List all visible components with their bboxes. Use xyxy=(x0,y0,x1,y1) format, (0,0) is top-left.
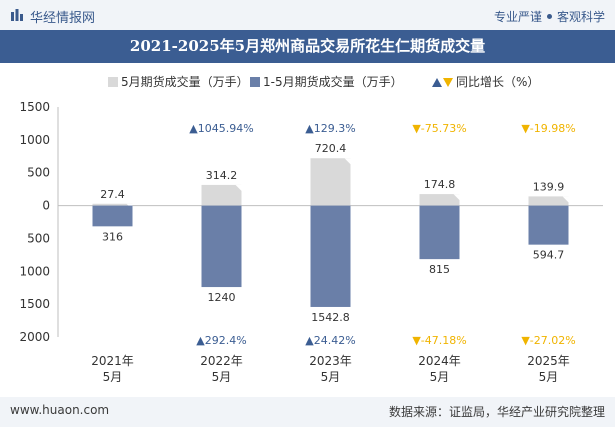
yoy-monthly: ▼-75.73% xyxy=(412,122,466,135)
slogan-left: 专业严谨 xyxy=(493,10,542,24)
chart-title: 2021-2025年5月郑州商品交易所花生仁期货成交量 xyxy=(129,37,486,55)
top-bar: 华经情报网 专业严谨 客观科学 xyxy=(0,0,615,30)
label-ytd-volume: 1240 xyxy=(208,291,236,304)
dot-icon xyxy=(546,14,552,19)
category-month: 5月 xyxy=(103,370,123,384)
bar-ytd-volume xyxy=(310,205,351,307)
bar-fold-corner xyxy=(235,184,242,191)
yoy-monthly: ▲129.3% xyxy=(305,122,355,135)
data-labels: 27.4 316 314.2 1240 ▲1045.94% ▲292.4% 720.4 154… xyxy=(100,122,575,347)
category-year: 2025年 xyxy=(527,354,570,368)
legend-label-series1: 5月期货成交量（万手） xyxy=(121,74,249,89)
bar-monthly-volume xyxy=(92,203,133,206)
data-source: 数据来源：证监局，华经产业研究院整理 xyxy=(388,405,605,419)
label-monthly-volume: 139.9 xyxy=(533,180,565,193)
y-tick-label: 1000 xyxy=(19,133,50,147)
slogan: 专业严谨 客观科学 xyxy=(494,8,605,25)
slogan-right: 客观科学 xyxy=(556,10,605,24)
bar-fold-corner xyxy=(562,196,569,203)
yoy-ytd: ▲292.4% xyxy=(196,334,246,347)
category-year: 2024年 xyxy=(418,354,461,368)
legend-label-yoy: 同比增长（%） xyxy=(456,75,539,89)
bar-monthly-volume xyxy=(419,194,460,206)
bars xyxy=(92,158,569,307)
legend-label-series2: 1-5月期货成交量（万手） xyxy=(263,74,403,89)
legend-swatch-series1 xyxy=(108,77,118,87)
bar-monthly-volume xyxy=(201,184,242,206)
y-tick-label: 500 xyxy=(27,231,50,245)
legend-swatch-series2 xyxy=(250,77,260,87)
bar-ytd-volume xyxy=(528,205,569,245)
category-month: 5月 xyxy=(321,370,341,384)
chart: 5月期货成交量（万手） 1-5月期货成交量（万手） 同比增长（%） 1500 10… xyxy=(19,74,603,384)
y-tick-label: 1000 xyxy=(19,264,50,278)
legend: 5月期货成交量（万手） 1-5月期货成交量（万手） 同比增长（%） xyxy=(108,74,539,89)
label-monthly-volume: 27.4 xyxy=(100,188,125,201)
y-tick-label: 1500 xyxy=(19,100,50,114)
bar-ytd-volume xyxy=(419,205,460,260)
bar-ytd-volume xyxy=(201,205,242,288)
bar-monthly-volume xyxy=(528,196,569,206)
bar-ytd-volume xyxy=(92,205,133,227)
yoy-ytd: ▼-27.02% xyxy=(521,334,575,347)
category-month: 5月 xyxy=(430,370,450,384)
y-tick-labels: 1500 1000 500 0 500 1000 1500 2000 xyxy=(19,100,50,344)
label-ytd-volume: 316 xyxy=(102,230,123,243)
yoy-monthly: ▼-19.98% xyxy=(521,122,575,135)
y-tick-label: 500 xyxy=(27,166,50,180)
title-bar: 2021-2025年5月郑州商品交易所花生仁期货成交量 xyxy=(0,30,615,63)
y-tick-label: 1500 xyxy=(19,297,50,311)
label-monthly-volume: 314.2 xyxy=(206,169,238,182)
y-tick-label: 2000 xyxy=(19,330,50,344)
legend-up-triangle-icon xyxy=(432,78,442,87)
yoy-ytd: ▲24.42% xyxy=(305,334,355,347)
label-ytd-volume: 815 xyxy=(429,263,450,276)
brand-name: 华经情报网 xyxy=(30,11,96,26)
yoy-monthly: ▲1045.94% xyxy=(189,122,253,135)
label-ytd-volume: 1542.8 xyxy=(311,311,350,324)
category-month: 5月 xyxy=(539,370,559,384)
category-year: 2022年 xyxy=(200,354,243,368)
footer: www.huaon.com 数据来源：证监局，华经产业研究院整理 xyxy=(0,397,615,427)
legend-down-triangle-icon xyxy=(443,78,453,87)
label-ytd-volume: 594.7 xyxy=(533,249,565,262)
category-labels: 2021年 5月 2022年 5月 2023年 5月 2024年 5月 2025年 5月 xyxy=(91,354,570,384)
bar-monthly-volume xyxy=(310,158,351,206)
bar-logo-icon xyxy=(11,9,23,21)
category-year: 2023年 xyxy=(309,354,352,368)
category-year: 2021年 xyxy=(91,354,134,368)
label-monthly-volume: 174.8 xyxy=(424,178,456,191)
bar-fold-corner xyxy=(344,158,351,165)
website-link[interactable]: www.huaon.com xyxy=(10,403,110,417)
yoy-ytd: ▼-47.18% xyxy=(412,334,466,347)
y-tick-label: 0 xyxy=(42,199,50,213)
category-month: 5月 xyxy=(212,370,232,384)
bar-fold-corner xyxy=(453,194,460,201)
label-monthly-volume: 720.4 xyxy=(315,142,347,155)
